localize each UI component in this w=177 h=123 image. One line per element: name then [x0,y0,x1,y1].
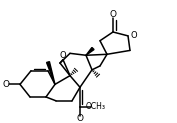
Text: O: O [2,80,10,89]
Polygon shape [47,62,55,84]
Text: O: O [76,114,84,123]
Text: OCH₃: OCH₃ [86,102,106,111]
Text: O: O [110,10,116,19]
Text: O: O [131,31,137,40]
Polygon shape [86,47,94,55]
Text: O: O [60,51,66,60]
